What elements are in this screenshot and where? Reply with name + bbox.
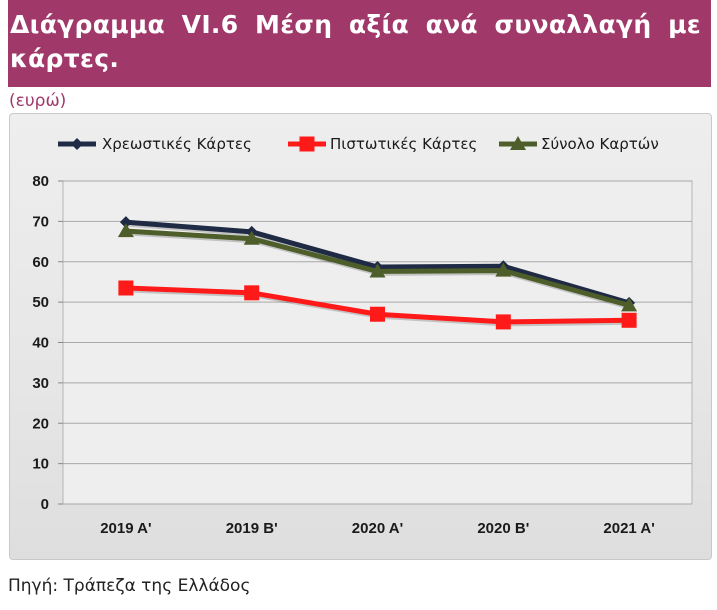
y-tick-label: 10: [32, 456, 49, 473]
chart-title: Διάγραμμα VI.6 Μέση αξία ανά συναλλαγή μ…: [10, 10, 701, 73]
series-point: [118, 280, 134, 296]
series-point: [117, 223, 134, 238]
series-2: [118, 280, 637, 330]
series-point: [243, 230, 260, 245]
series-point: [369, 263, 386, 278]
legend-swatch-marker: [299, 136, 315, 152]
y-tick-label: 60: [32, 254, 49, 271]
legend-swatch-marker: [71, 138, 83, 150]
legend-item: Χρεωστικές Κάρτες: [58, 135, 252, 153]
series-3: [117, 223, 638, 312]
y-tick-label: 80: [32, 173, 49, 190]
y-tick-label: 40: [32, 335, 49, 352]
x-tick-label: 2019 Β': [226, 520, 278, 537]
x-tick-label: 2020 Β': [477, 520, 529, 537]
y-tick-label: 20: [32, 415, 49, 432]
legend-label: Χρεωστικές Κάρτες: [102, 135, 252, 153]
chart-title-bar: Διάγραμμα VI.6 Μέση αξία ανά συναλλαγή μ…: [8, 0, 711, 87]
x-tick-label: 2020 Α': [352, 520, 403, 537]
series-point: [495, 314, 511, 330]
unit-label: (ευρώ): [9, 91, 67, 111]
y-tick-label: 0: [41, 496, 49, 513]
series-point: [621, 297, 638, 312]
y-tick-label: 50: [32, 294, 49, 311]
legend-item: Πιστωτικές Κάρτες: [288, 135, 477, 153]
x-tick-label: 2021 Α': [603, 520, 654, 537]
legend-label: Σύνολο Καρτών: [541, 135, 659, 153]
series-point: [244, 285, 260, 301]
x-tick-label: 2019 Α': [100, 520, 151, 537]
series-point: [621, 312, 637, 328]
chart-panel: 0 10 20 30 40 50 60 70 80 2019 Α' 2019 Β' 2020 Α' 20…: [9, 113, 712, 560]
y-tick-label: 70: [32, 213, 49, 230]
series-point: [370, 306, 385, 322]
legend-label: Πιστωτικές Κάρτες: [330, 135, 477, 153]
series-point: [495, 262, 512, 277]
legend-swatch-marker: [510, 136, 526, 150]
legend-item: Σύνολο Καρτών: [499, 135, 659, 153]
series-point: [119, 216, 132, 229]
line-chart: 0 10 20 30 40 50 60 70 80 2019 Α' 2019 Β' 2020 Α' 20…: [32, 135, 693, 537]
source-note: Πηγή: Τράπεζα της Ελλάδος: [8, 576, 251, 596]
y-tick-label: 30: [32, 375, 49, 392]
